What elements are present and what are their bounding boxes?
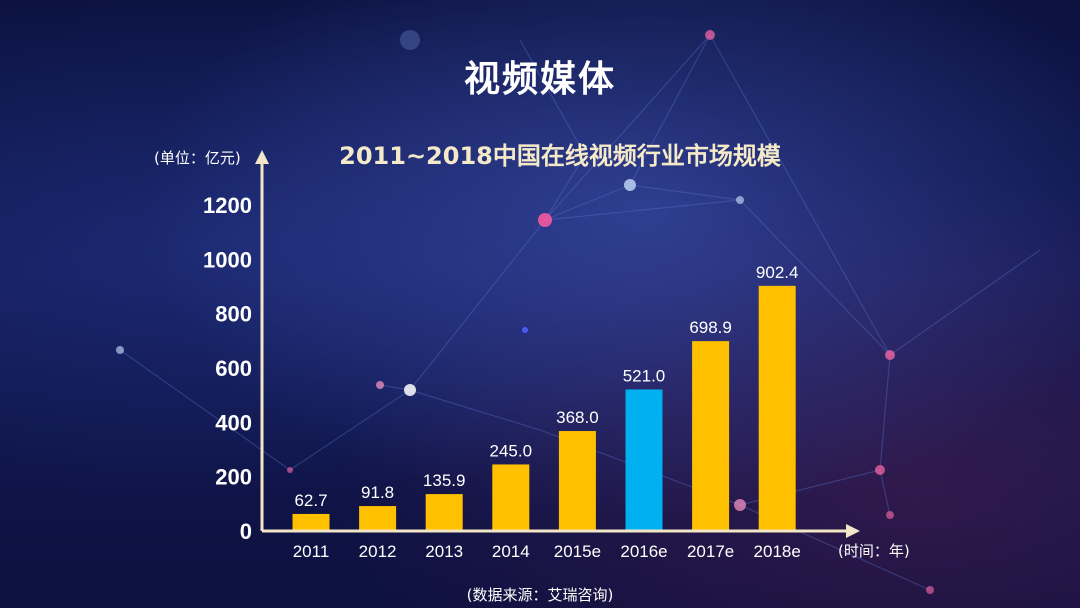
- data-label: 62.7: [294, 491, 327, 510]
- y-tick-label: 1200: [203, 193, 252, 218]
- data-label: 135.9: [423, 471, 466, 490]
- chart-axes: [255, 150, 860, 538]
- bar: [359, 506, 397, 530]
- bar: [558, 431, 596, 530]
- y-tick-label: 400: [215, 410, 252, 435]
- bar: [492, 464, 530, 530]
- data-label: 368.0: [556, 408, 599, 427]
- data-label: 698.9: [689, 318, 732, 337]
- data-source-note: (数据来源：艾瑞咨询): [466, 586, 614, 604]
- x-tick-labels: 2011 2012 2013 2014 2015e 2016e 2017e 2018e: [293, 542, 801, 561]
- y-tick-label: 200: [215, 465, 252, 490]
- bar: [692, 341, 730, 530]
- y-tick-label: 1000: [203, 247, 252, 272]
- y-axis-arrow-icon: [255, 150, 269, 164]
- bar: [625, 389, 663, 530]
- x-tick-label: 2013: [425, 542, 463, 561]
- y-tick-label: 600: [215, 356, 252, 381]
- x-tick-label: 2012: [359, 542, 397, 561]
- data-label: 521.0: [623, 366, 666, 385]
- bar-series: [292, 285, 796, 530]
- data-label: 245.0: [490, 441, 533, 460]
- x-axis-unit-label: (时间：年): [838, 542, 910, 560]
- data-label: 91.8: [361, 483, 394, 502]
- bar: [425, 494, 463, 530]
- slide-title: 视频媒体: [463, 59, 616, 100]
- x-tick-label: 2011: [293, 542, 330, 561]
- data-label: 902.4: [756, 263, 799, 282]
- chart-title: 2011~2018中国在线视频行业市场规模: [339, 142, 781, 170]
- bar: [758, 285, 796, 530]
- x-tick-label: 2018e: [754, 542, 801, 561]
- y-axis-unit-label: (单位：亿元): [154, 149, 241, 167]
- x-axis-arrow-icon: [846, 524, 860, 538]
- x-tick-label: 2017e: [687, 542, 734, 561]
- y-tick-labels: 0 200 400 600 800 1000 1200: [203, 193, 252, 544]
- data-labels: 62.7 91.8 135.9 245.0 368.0 521.0 698.9 902.4: [294, 263, 798, 510]
- x-tick-label: 2014: [492, 542, 530, 561]
- bar: [292, 513, 330, 530]
- x-tick-label: 2016e: [620, 542, 667, 561]
- x-tick-label: 2015e: [554, 542, 601, 561]
- y-tick-label: 0: [240, 519, 252, 544]
- y-tick-label: 800: [215, 302, 252, 327]
